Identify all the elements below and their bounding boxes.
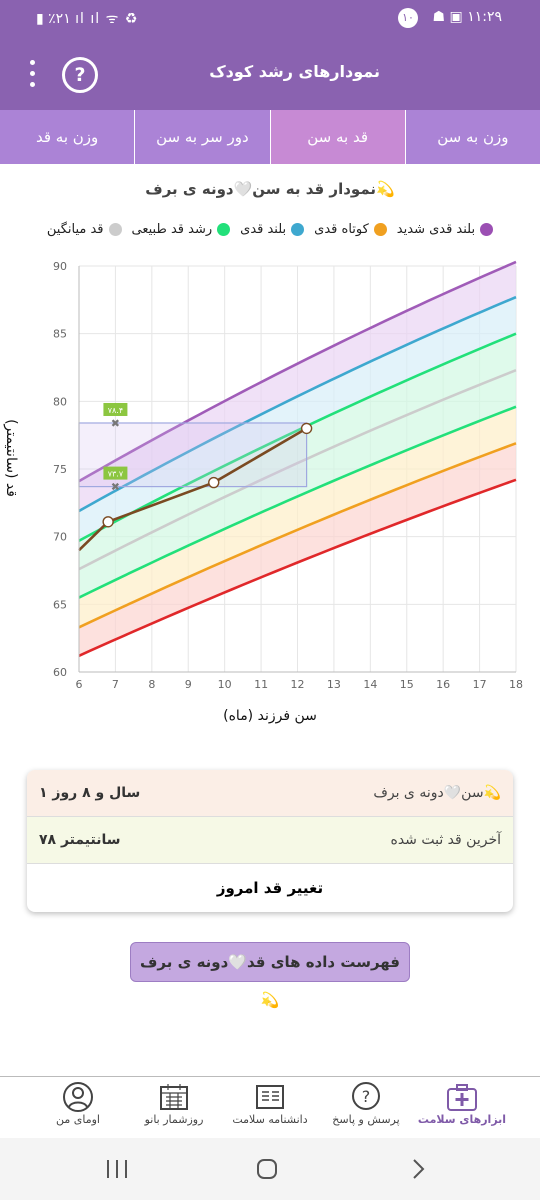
notification-badge: ۱۰ [398,8,418,28]
x-tick-label: 9 [185,678,192,690]
percentile-curve [78,478,517,657]
chart-title: نمودار قد به سن🤍دونه ی برف💫 [145,180,395,198]
percentile-curve [78,405,517,599]
percentile-band [79,261,516,511]
height-row: ۷۸ سانتیمتر آخرین قد ثبت شده [27,817,513,864]
back-icon[interactable] [413,1159,425,1179]
more-options-icon[interactable] [20,54,44,90]
encyclopedia-icon [253,1081,287,1113]
age-row: ۱ سال و ۸ روز سن🤍دونه ی برف💫 [27,770,513,817]
range-marker-badge [103,402,128,416]
percentile-curve [78,332,517,542]
percentile-band [79,443,516,656]
legend-dot [373,223,387,236]
percentile-band [79,406,516,628]
legend-dot [291,223,305,236]
chart-legend: بلند قدی شدید کوتاه قدی بلند قدی رشد قد … [0,222,540,237]
tab-weight-for-age[interactable]: وزن به سن [405,110,540,164]
x-tick-label: 16 [436,678,450,690]
x-tick-label: 18 [509,678,523,690]
legend-item[interactable]: قد میانگین [47,222,122,237]
height-data-list-button[interactable]: فهرست داده های قد🤍دونه ی برف💫 [130,942,410,1009]
age-value: ۱ سال و ۸ روز [39,785,141,801]
change-height-button[interactable]: تغییر قد امروز [216,879,324,897]
range-marker: ✖ [111,481,120,494]
child-data-point [300,422,313,435]
range-marker-badge [103,466,128,480]
x-tick-label: 7 [112,678,119,690]
calendar-icon [157,1081,191,1113]
nav-calendar[interactable]: روزشمار بانو [126,1077,222,1137]
bottom-navigation: ابزارهای سلامت ? پرسش و پاسخ دانشنامه سل… [0,1076,540,1137]
legend-item[interactable]: رشد قد طبیعی [132,222,231,237]
chart-tabs: وزن به قد دور سر به سن قد به سن وزن به س… [0,110,540,164]
child-growth-line [78,427,308,552]
x-tick-label: 17 [473,678,487,690]
x-tick-label: 10 [218,678,232,690]
percentile-curve [78,260,517,483]
tab-weight-for-height[interactable]: وزن به قد [0,110,136,164]
x-tick-label: 8 [148,678,155,690]
percentile-curve [78,442,517,629]
nav-health-tools[interactable]: ابزارهای سلامت [414,1077,510,1137]
x-tick-label: 13 [327,678,341,690]
x-axis-label: سن فرزند (ماه) [223,708,317,724]
percentile-curve [78,295,517,513]
svg-text:?: ? [362,1087,371,1106]
x-tick-label: 14 [363,678,377,690]
child-data-point [208,476,220,489]
legend-dot [108,223,122,236]
child-data-point [102,516,114,528]
percentile-band [79,333,516,598]
clock: ☗ ▣ ۱۱:۲۹ [432,9,502,25]
home-icon[interactable] [257,1159,277,1179]
summary-card: ۱ سال و ۸ روز سن🤍دونه ی برف💫 ۷۸ سانتیمتر… [27,770,513,912]
status-bar: ▮ ٪۲۱ ıl ıl ᯤ ♻ ۱۰ ☗ ▣ ۱۱:۲۹ [0,0,540,36]
medical-kit-icon [445,1081,479,1113]
nav-questions[interactable]: ? پرسش و پاسخ [318,1077,414,1137]
tab-head-circumference-for-age[interactable]: دور سر به سن [135,110,271,164]
legend-dot [217,223,231,236]
y-tick-label: 80 [53,395,67,408]
y-tick-label: 85 [53,328,67,341]
page-title: نمودارهای رشد کودک [209,62,380,81]
x-tick-label: 11 [254,678,268,690]
y-tick-label: 90 [53,260,67,273]
y-axis-label: قد (سانتیمتر) [2,419,19,497]
age-label: سن🤍دونه ی برف💫 [373,785,501,801]
x-tick-label: 12 [291,678,305,690]
percentile-curve [78,368,517,571]
height-value: ۷۸ سانتیمتر [39,832,121,848]
question-bubble-icon: ? [349,1081,383,1113]
legend-item[interactable]: بلند قدی [240,222,305,237]
nav-profile[interactable]: اومای من [30,1077,126,1137]
range-marker-label: ۷۳.۷ [108,470,124,479]
legend-dot [480,223,494,236]
x-tick-label: 6 [76,678,83,690]
legend-item[interactable]: بلند قدی شدید [397,222,494,237]
y-tick-label: 70 [53,531,67,544]
range-marker-label: ۷۸.۴ [108,406,123,415]
y-tick-label: 65 [53,598,67,611]
x-tick-label: 15 [400,678,414,690]
legend-item[interactable]: کوتاه قدی [314,222,387,237]
help-icon[interactable]: ? [62,57,98,93]
tab-height-for-age[interactable]: قد به سن [270,110,406,164]
app-bar: ? نمودارهای رشد کودک [0,36,540,110]
system-navigation-bar [0,1138,540,1200]
recent-apps-icon[interactable] [107,1160,127,1178]
height-for-age-chart: ✖ ۷۸.۴ ✖ ۷۳.۷ 6 7 8 9 10 11 12 13 14 15 16 17 18 60 65 70 75… [53,260,523,690]
y-tick-label: 60 [53,666,67,679]
y-tick-label: 75 [53,463,67,476]
profile-icon [61,1081,95,1113]
height-label: آخرین قد ثبت شده [390,832,502,848]
percentile-band [79,297,516,541]
nav-encyclopedia[interactable]: دانشنامه سلامت [222,1077,318,1137]
battery-signal-status: ▮ ٪۲۱ ıl ıl ᯤ ♻ [36,11,139,27]
range-marker: ✖ [111,417,120,430]
